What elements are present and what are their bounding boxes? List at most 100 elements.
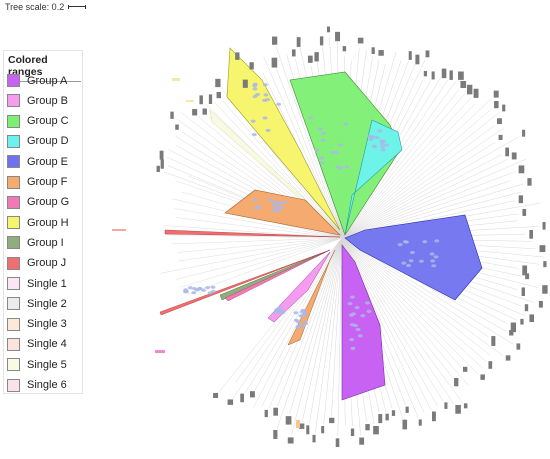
range-group-g [224,249,331,302]
legend-item: Group J [7,256,66,271]
leaf-label-mark [235,52,240,60]
leaf-label-mark [321,426,325,434]
node-marker [350,346,356,350]
leaf-label-mark [408,51,412,60]
node-marker [187,286,193,290]
node-marker [319,156,325,160]
legend: Colored ranges Group A Group B Group C Grou… [3,50,83,394]
legend-swatch [7,134,20,148]
branch-line [178,237,343,262]
leaf-label-mark [215,78,221,88]
leaf-label-mark [291,49,296,57]
branch-line [275,67,343,239]
leaf-label-mark [371,47,375,55]
leaf-label-mark [488,361,493,369]
node-marker [434,239,440,243]
leaf-label-mark [373,425,379,435]
legend-item-label: Single 1 [27,277,67,290]
range-group-a [341,244,386,401]
legend-swatch [7,236,20,250]
leaf-label-mark [285,416,292,425]
leaf-label-mark [522,129,526,137]
node-marker [317,127,323,131]
leaf-label-mark [480,374,485,380]
node-marker [266,198,272,202]
leaf-label-mark [518,165,525,174]
legend-swatch [7,297,20,311]
legend-item: Group A [7,73,67,88]
leaf-label-mark [463,403,468,409]
node-marker [349,323,355,327]
legend-swatch [7,378,20,392]
branch-line [337,237,343,437]
leaf-label-mark [522,265,528,276]
leaf-mark-single [296,420,300,428]
node-marker [300,308,306,313]
leaf-label-mark [539,245,546,253]
node-marker [374,135,380,140]
branch-line [341,237,489,337]
branch-line [165,234,343,239]
node-marker [262,116,268,120]
node-marker [401,261,407,265]
node-marker [298,314,304,318]
node-marker [364,301,370,305]
leaf-mark-single [112,229,126,231]
branch-line [341,96,472,239]
leaf-label-mark [522,209,527,216]
branch-line [341,125,495,239]
legend-swatch [7,74,20,87]
leaf-label-mark [242,79,248,88]
legend-item: Group H [7,215,69,230]
node-marker [282,200,288,204]
leaf-label-mark [306,425,310,435]
branch-line [341,80,457,239]
node-marker [431,264,437,268]
branch-line [323,237,343,425]
legend-item-label: Group G [27,196,70,209]
leaf-mark-single [155,350,165,353]
branch-line [341,237,453,378]
leaf-label-mark [511,152,517,160]
node-marker [263,93,269,97]
node-marker [252,94,258,99]
branch-line [309,237,343,424]
leaf-label-mark [208,94,213,104]
range-group-e [344,214,483,301]
legend-item-label: Single 5 [27,358,67,371]
leaf-label-mark [342,46,347,52]
leaf-label-mark [264,409,268,418]
legend-item-label: Group J [27,257,67,270]
branch-line [341,180,511,239]
leaf-label-mark [314,52,319,62]
leaf-label-mark [527,178,532,186]
node-marker [349,295,355,299]
node-marker [277,305,283,310]
legend-item: Single 4 [7,337,67,352]
node-marker [338,166,344,170]
range-group-d [344,119,403,236]
leaf-label-mark [385,413,389,421]
leaf-label-mark [335,438,340,447]
branch-line [341,237,491,356]
tree-scale: Tree scale: 0.2 [5,2,87,12]
leaf-label-mark [170,111,174,119]
branch-line [245,237,343,393]
node-marker [355,327,361,332]
node-marker [295,319,301,324]
branch-line [331,237,343,416]
node-marker [344,165,350,169]
branch-line [174,208,343,239]
leaf-label-mark [510,322,517,333]
node-marker [377,129,383,133]
legend-item: Single 6 [7,378,67,393]
node-marker [300,324,306,328]
leaf-label-mark [542,285,548,294]
branch-line [186,237,343,295]
branch-line [235,237,343,383]
leaf-label-mark [175,124,179,130]
branch-line [341,237,484,369]
node-marker [250,119,256,123]
node-marker [302,312,308,316]
